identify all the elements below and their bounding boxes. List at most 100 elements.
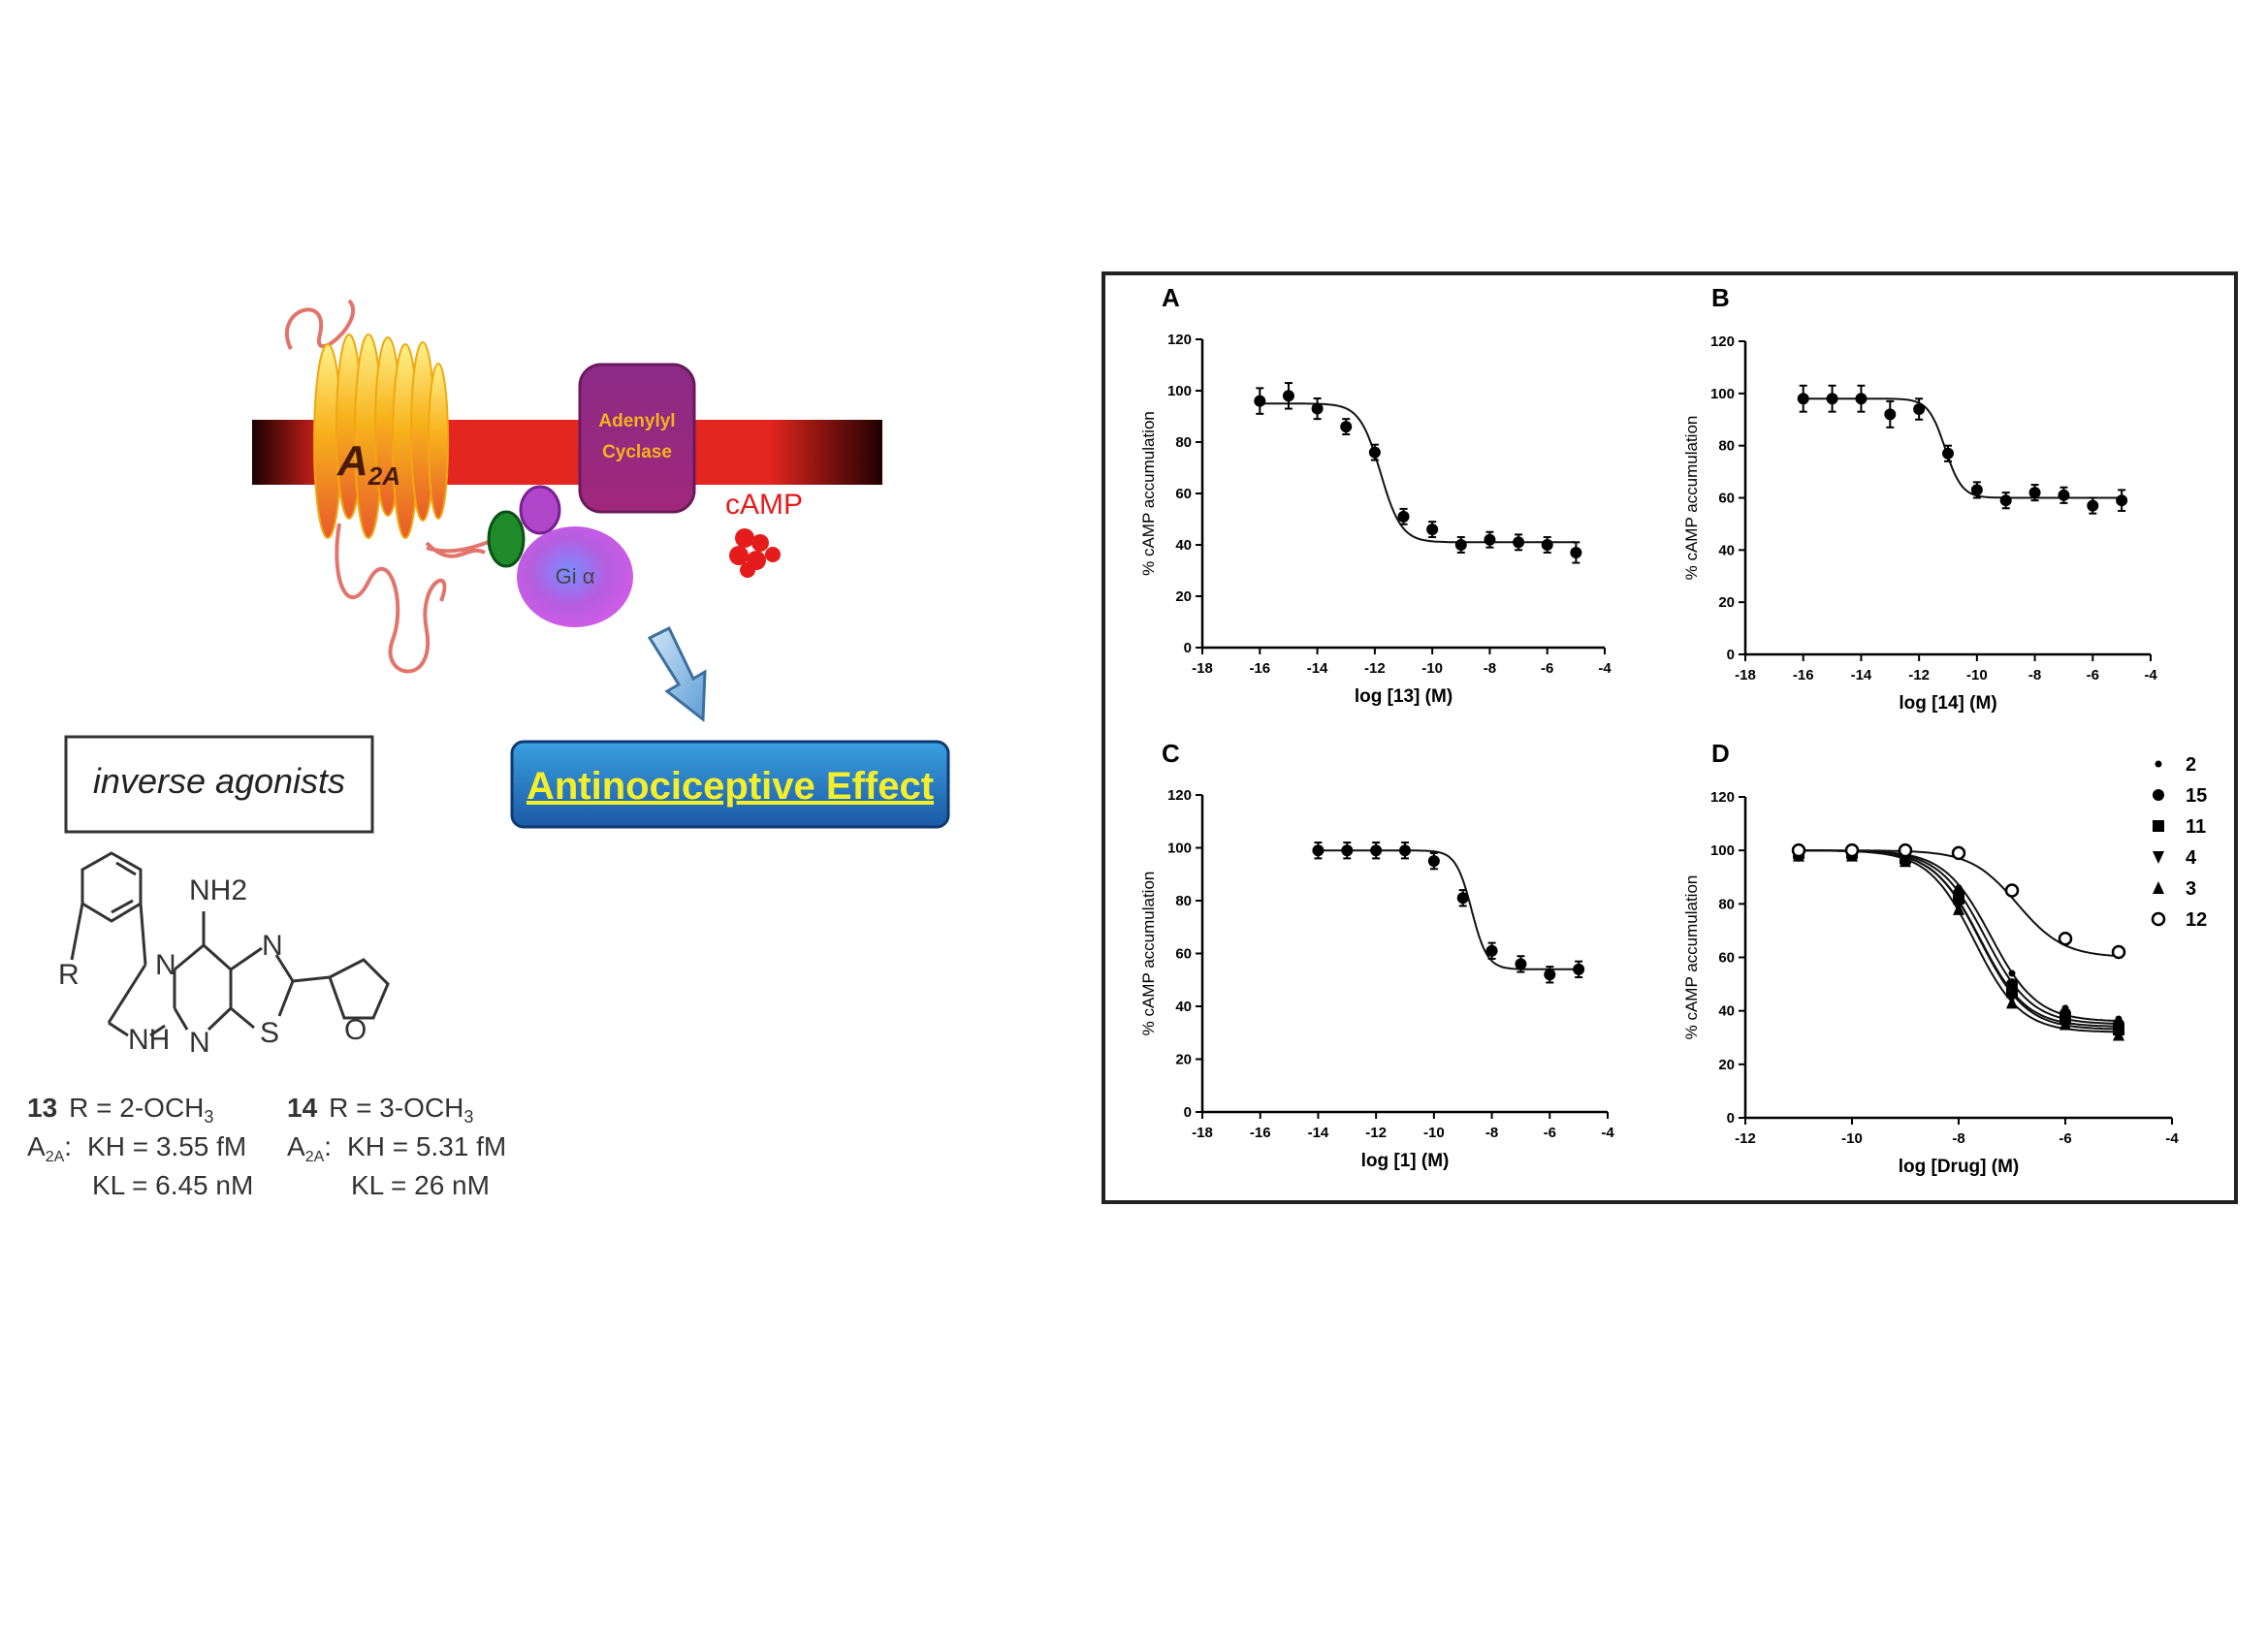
svg-text:KL = 26 nM: KL = 26 nM <box>351 1170 490 1200</box>
legend-label-2: 2 <box>2186 754 2196 776</box>
chart-legend: 2 15 11 4 3 12 <box>2151 754 2207 931</box>
svg-text:A2A:KH = 3.55 fM: A2A: KH = 3.55 fM <box>27 1131 246 1165</box>
x-tick-label: -6 <box>1544 1125 1556 1141</box>
x-tick-label: -4 <box>1598 660 1612 677</box>
legend-marker-4 <box>2153 851 2164 864</box>
cyclase-label-line2: Cyclase <box>602 442 672 462</box>
y-tick-label: 80 <box>1718 896 1735 912</box>
data-point <box>1397 510 1410 523</box>
legend-marker-12 <box>2151 911 2166 927</box>
data-point <box>1541 539 1553 551</box>
data-point-2 <box>2008 969 2016 977</box>
receptor-label: A2A <box>336 437 400 491</box>
y-tick-label: 60 <box>1718 950 1735 967</box>
x-tick-label: -12 <box>1365 1125 1387 1141</box>
down-arrow-icon <box>647 625 707 722</box>
panel-label: C <box>1162 739 1180 768</box>
data-point <box>1797 393 1809 405</box>
data-point-12 <box>1898 842 1913 858</box>
x-tick-label: -4 <box>2165 1130 2179 1147</box>
y-axis-label: % cAMP accumulation <box>1682 416 1701 581</box>
y-axis-label: % cAMP accumulation <box>1139 872 1158 1036</box>
data-point <box>2116 494 2128 507</box>
inverse-agonists-box <box>64 735 374 834</box>
legend-label-3: 3 <box>2186 878 2196 900</box>
svg-text:A2A:KH = 5.31 fM: A2A: KH = 5.31 fM <box>287 1131 506 1165</box>
y-tick-label: 120 <box>1167 332 1192 348</box>
x-tick-label: -4 <box>2144 667 2157 683</box>
y-tick-label: 20 <box>1718 1057 1735 1073</box>
x-tick-label: -16 <box>1793 667 1814 683</box>
x-tick-label: -14 <box>1851 667 1872 683</box>
legend-marker-11 <box>2153 820 2164 832</box>
x-axis-label: log [13] (M) <box>1355 686 1453 707</box>
legend-marker-3 <box>2153 881 2164 894</box>
y-axis-label: % cAMP accumulation <box>1682 875 1701 1040</box>
x-tick-label: -18 <box>1192 1125 1213 1141</box>
compound-13-data: 13 R = 2-OCH3 A2A: KH = 3.55 fM KL = 6.45 … <box>27 1093 253 1200</box>
galpha-label: Gi α <box>556 564 595 588</box>
data-point <box>1456 892 1469 905</box>
x-tick-label: -18 <box>1192 660 1213 677</box>
chart-panel-a: A -18 -16 -14 -12 -10 -8 -6 -4 0 20 40 60 80 100 120 log… <box>1139 283 1612 707</box>
chart-panel-b: B -18 -16 -14 -12 -10 -8 -6 -4 0 20 40 60 80 100 120 log… <box>1682 283 2157 714</box>
x-tick-label: -4 <box>1601 1125 1614 1141</box>
y-axis-label: % cAMP accumulation <box>1139 411 1158 576</box>
x-tick-label: -12 <box>1364 660 1386 677</box>
data-point <box>1254 395 1266 407</box>
y-tick-label: 60 <box>1175 946 1192 963</box>
svg-text:N: N <box>189 1027 210 1059</box>
legend-label-4: 4 <box>2186 847 2197 869</box>
x-tick-label: -10 <box>1421 660 1443 677</box>
data-point <box>1340 421 1353 433</box>
x-tick-label: -12 <box>1735 1130 1756 1147</box>
data-point <box>1426 524 1439 536</box>
y-tick-label: 20 <box>1175 588 1192 605</box>
svg-text:14R = 3-OCH3: 14 R = 3-OCH3 <box>287 1093 473 1127</box>
g-gamma-subunit <box>487 510 526 568</box>
x-tick-label: -10 <box>1841 1130 1863 1147</box>
x-tick-label: -8 <box>2028 667 2041 683</box>
svg-text:R: R <box>58 959 80 991</box>
svg-text:S: S <box>260 1017 279 1049</box>
y-tick-label: 40 <box>1175 999 1192 1015</box>
x-tick-label: -6 <box>2059 1130 2071 1147</box>
data-point <box>1515 958 1527 970</box>
figure-frame <box>1102 271 2238 1204</box>
y-tick-label: 60 <box>1175 486 1192 502</box>
data-point <box>2028 487 2041 499</box>
svg-text:NH: NH <box>128 1024 170 1056</box>
data-point <box>1341 844 1354 857</box>
svg-text:O: O <box>344 1014 367 1046</box>
legend-label-12: 12 <box>2186 909 2207 931</box>
y-tick-label: 80 <box>1175 893 1192 909</box>
data-point <box>1454 539 1467 551</box>
y-tick-label: 120 <box>1710 334 1735 350</box>
y-tick-label: 120 <box>1167 787 1192 804</box>
data-point <box>1282 390 1294 402</box>
effect-label: Antinociceptive Effect <box>527 765 934 808</box>
y-tick-label: 100 <box>1710 842 1735 859</box>
data-point-3 <box>2113 1028 2124 1041</box>
y-tick-label: 0 <box>1727 1110 1735 1127</box>
data-point-12 <box>2004 883 2020 898</box>
y-tick-label: 40 <box>1718 1003 1735 1020</box>
x-tick-label: -14 <box>1308 1125 1329 1141</box>
data-point <box>1855 393 1868 405</box>
data-point <box>1884 408 1897 421</box>
x-tick-label: -12 <box>1908 667 1930 683</box>
x-tick-label: -10 <box>1423 1125 1445 1141</box>
legend-marker-15 <box>2153 789 2164 801</box>
data-point <box>1399 844 1411 857</box>
legend-label-11: 11 <box>2186 816 2206 838</box>
chart-panel-d: D -12 -10 -8 -6 -4 0 20 40 60 80 100 120 log [Drug] (… <box>1682 739 2207 1177</box>
svg-text:13R = 2-OCH3: 13 R = 2-OCH3 <box>27 1093 213 1127</box>
y-tick-label: 0 <box>1184 640 1192 656</box>
inverse-agonists-label: inverse agonists <box>93 761 345 801</box>
svg-text:KL = 6.45 nM: KL = 6.45 nM <box>92 1170 253 1200</box>
y-tick-label: 40 <box>1718 542 1735 558</box>
data-point-12 <box>1951 845 1966 861</box>
